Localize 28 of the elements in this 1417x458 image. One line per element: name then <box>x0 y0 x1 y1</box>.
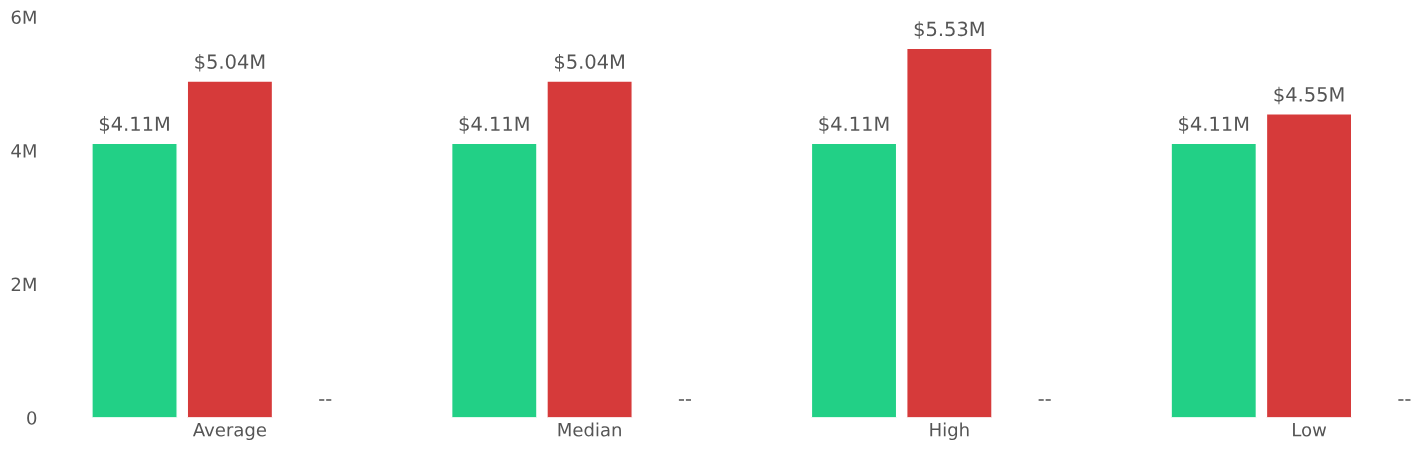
data-label: $4.55M <box>1274 86 1344 105</box>
text: -- <box>1038 399 1051 401</box>
data-label: $5.04M <box>195 53 265 72</box>
bar <box>1170 142 1258 418</box>
bar <box>450 142 538 418</box>
text: -- <box>1398 399 1411 401</box>
x-tick-label: Low <box>1293 423 1327 437</box>
y-tick-label: 6M <box>11 10 36 25</box>
bar <box>91 142 178 418</box>
bar <box>186 80 274 418</box>
bar <box>810 142 898 418</box>
x-tick-label: Median <box>558 422 621 437</box>
text: -- <box>319 399 332 401</box>
y-tick-label: 0 <box>27 411 37 425</box>
data-label: $4.11M <box>819 116 889 134</box>
data-label: $4.11M <box>99 116 169 134</box>
bar <box>1265 113 1353 418</box>
data-label: $5.53M <box>914 21 984 39</box>
bar <box>546 80 633 418</box>
x-tick-label: Average <box>192 423 266 441</box>
text: -- <box>678 399 692 401</box>
bar <box>906 47 993 418</box>
y-tick-label: 2M <box>11 277 36 291</box>
data-label: $4.11M <box>1179 116 1249 134</box>
y-tick-label: 4M <box>11 144 36 158</box>
data-label: $5.04M <box>555 53 624 72</box>
data-label: $4.11M <box>459 116 529 134</box>
x-tick-label: High <box>930 422 969 441</box>
